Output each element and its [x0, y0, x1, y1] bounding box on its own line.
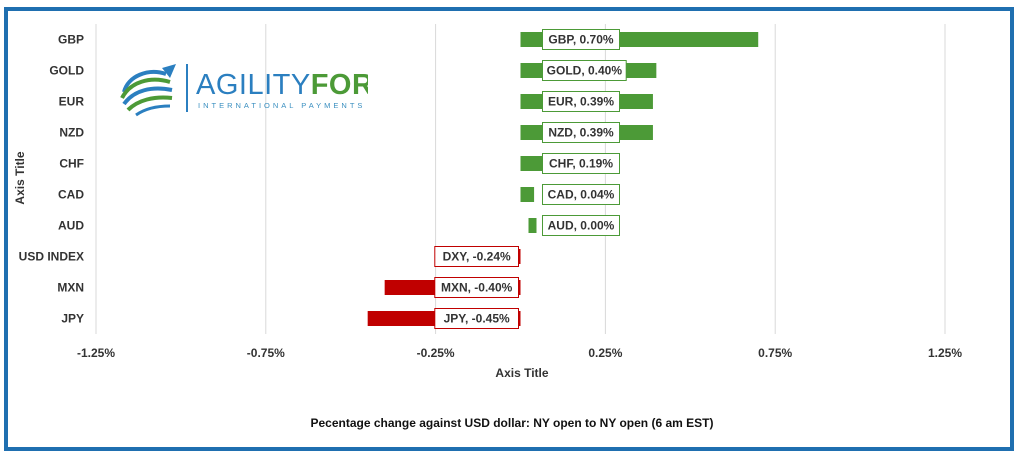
data-label-box — [542, 184, 620, 205]
data-label-text: JPY, -0.45% — [444, 312, 510, 326]
logo-brand-part1: AGILITY — [196, 69, 311, 101]
data-label-box — [542, 60, 627, 81]
data-labels: GBP, 0.70% GOLD, 0.40% EUR, 0.39% NZD, 0.39… — [434, 29, 627, 329]
data-label: GBP, 0.70% — [542, 29, 620, 50]
x-tick-label: 0.75% — [758, 346, 792, 360]
company-logo: AGILITYFOREX INTERNATIONAL PAYMENTS — [120, 64, 368, 117]
data-label-text: CAD, 0.04% — [548, 188, 615, 202]
data-label-text: GBP, 0.70% — [548, 33, 613, 47]
chart-frame — [4, 7, 1014, 451]
data-label-box — [434, 277, 519, 298]
logo-divider — [186, 64, 188, 112]
data-label: AUD, 0.00% — [542, 215, 620, 236]
category-label: MXN — [57, 281, 84, 295]
category-label: CHF — [59, 157, 84, 171]
data-label-text: MXN, -0.40% — [441, 281, 513, 295]
data-label-box — [542, 91, 620, 112]
category-label: JPY — [61, 312, 84, 326]
category-label: GBP — [58, 33, 84, 47]
bar — [520, 187, 535, 202]
data-label-box — [542, 215, 620, 236]
data-label: NZD, 0.39% — [542, 122, 620, 143]
data-label-text: AUD, 0.00% — [548, 219, 615, 233]
footer-title: Pecentage change against USD dollar: NY … — [310, 416, 714, 430]
category-label: GOLD — [49, 64, 84, 78]
x-tick-labels: -1.25% -0.75% -0.25% 0.25% 0.75% 1.25% — [77, 346, 962, 360]
data-label: DXY, -0.24% — [434, 246, 519, 267]
data-label-text: NZD, 0.39% — [548, 126, 614, 140]
data-label-box — [542, 153, 620, 174]
y-tick-labels: GBP GOLD EUR NZD CHF CAD AUD USD INDEX MXN JPY — [19, 33, 85, 326]
data-label: JPY, -0.45% — [434, 308, 519, 329]
globe-swoosh-icon — [120, 64, 176, 117]
x-tick-label: 1.25% — [928, 346, 962, 360]
category-label: NZD — [59, 126, 84, 140]
data-label-box — [542, 122, 620, 143]
data-label-text: DXY, -0.24% — [443, 250, 511, 264]
data-label-text: GOLD, 0.40% — [547, 64, 623, 78]
svg-text:AGILITYFOREX: AGILITYFOREX — [196, 69, 368, 101]
category-label: CAD — [58, 188, 84, 202]
data-label: GOLD, 0.40% — [542, 60, 627, 81]
y-axis-title: Axis Title — [13, 151, 27, 204]
logo-tagline: INTERNATIONAL PAYMENTS — [198, 101, 365, 110]
x-tick-label: -0.25% — [417, 346, 455, 360]
bar — [528, 218, 537, 233]
gridlines — [95, 24, 946, 334]
x-tick-label: -1.25% — [77, 346, 115, 360]
data-label-text: EUR, 0.39% — [548, 95, 614, 109]
x-axis-title: Axis Title — [495, 366, 548, 380]
category-label: USD INDEX — [19, 250, 84, 264]
data-label: MXN, -0.40% — [434, 277, 519, 298]
data-label: CHF, 0.19% — [542, 153, 620, 174]
data-label-box — [434, 308, 519, 329]
x-tick-label: 0.25% — [588, 346, 622, 360]
data-label-box — [434, 246, 519, 267]
data-label: EUR, 0.39% — [542, 91, 620, 112]
category-label: AUD — [58, 219, 84, 233]
data-label-text: CHF, 0.19% — [549, 157, 613, 171]
data-label-box — [542, 29, 620, 50]
category-label: EUR — [59, 95, 85, 109]
logo-brand-part2: FOREX — [311, 69, 368, 101]
data-label: CAD, 0.04% — [542, 184, 620, 205]
x-tick-label: -0.75% — [247, 346, 285, 360]
